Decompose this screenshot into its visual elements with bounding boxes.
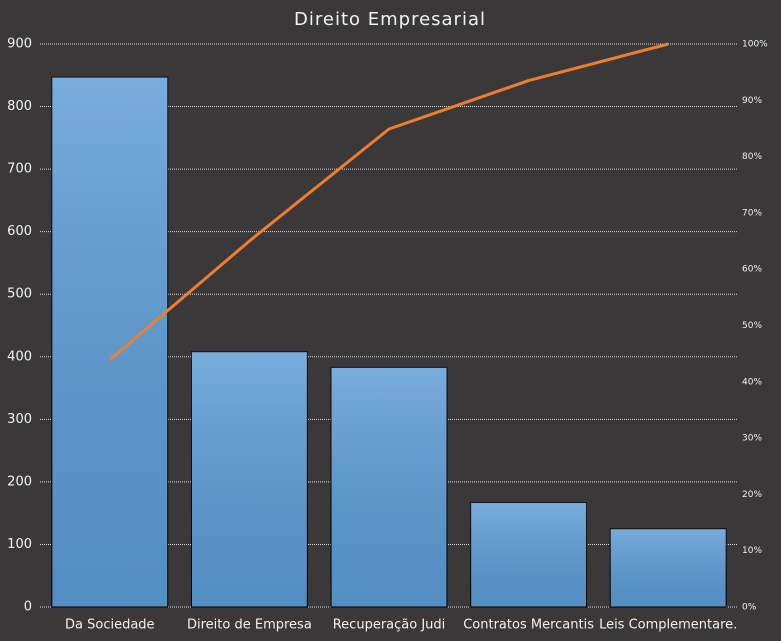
y-tick-label: 600 <box>7 224 32 239</box>
cumulative-line <box>108 42 669 361</box>
chart-title: Direito Empresarial <box>294 9 486 30</box>
x-tick-label: Recuperação Judi <box>333 618 446 633</box>
bar-shade <box>191 351 308 607</box>
y2-tick-label: 70% <box>742 208 762 218</box>
y2-tick-label: 40% <box>742 377 762 387</box>
y-tick-label: 300 <box>7 412 32 427</box>
y-tick-label: 900 <box>7 37 32 52</box>
y2-tick-label: 10% <box>742 546 762 556</box>
bar-shade <box>470 502 587 607</box>
y2-tick-label: 90% <box>742 96 762 106</box>
y2-tick-label: 100% <box>742 40 768 50</box>
y-tick-label: 400 <box>7 349 32 364</box>
x-tick-label: Da Sociedade <box>65 618 155 633</box>
bar-shade <box>331 367 447 607</box>
y2-tick-label: 30% <box>742 434 762 444</box>
bar-shade <box>51 77 168 608</box>
y-tick-label: 500 <box>7 287 32 302</box>
y-tick-label: 800 <box>7 99 32 114</box>
y2-tick-label: 60% <box>742 265 762 275</box>
y2-tick-label: 20% <box>742 490 762 500</box>
y-tick-label: 0 <box>24 600 32 615</box>
x-tick-label: Contratos Mercantis <box>463 618 594 633</box>
y-tick-label: 700 <box>7 162 32 177</box>
x-tick-label: Leis Complementare. <box>599 618 737 633</box>
bar-shade <box>610 528 727 607</box>
y2-tick-label: 0% <box>742 603 757 613</box>
y-tick-label: 100 <box>7 537 32 552</box>
y-tick-label: 200 <box>7 474 32 489</box>
x-tick-label: Direito de Empresa <box>187 618 312 633</box>
y2-tick-label: 50% <box>742 321 762 331</box>
y2-tick-label: 80% <box>742 152 762 162</box>
